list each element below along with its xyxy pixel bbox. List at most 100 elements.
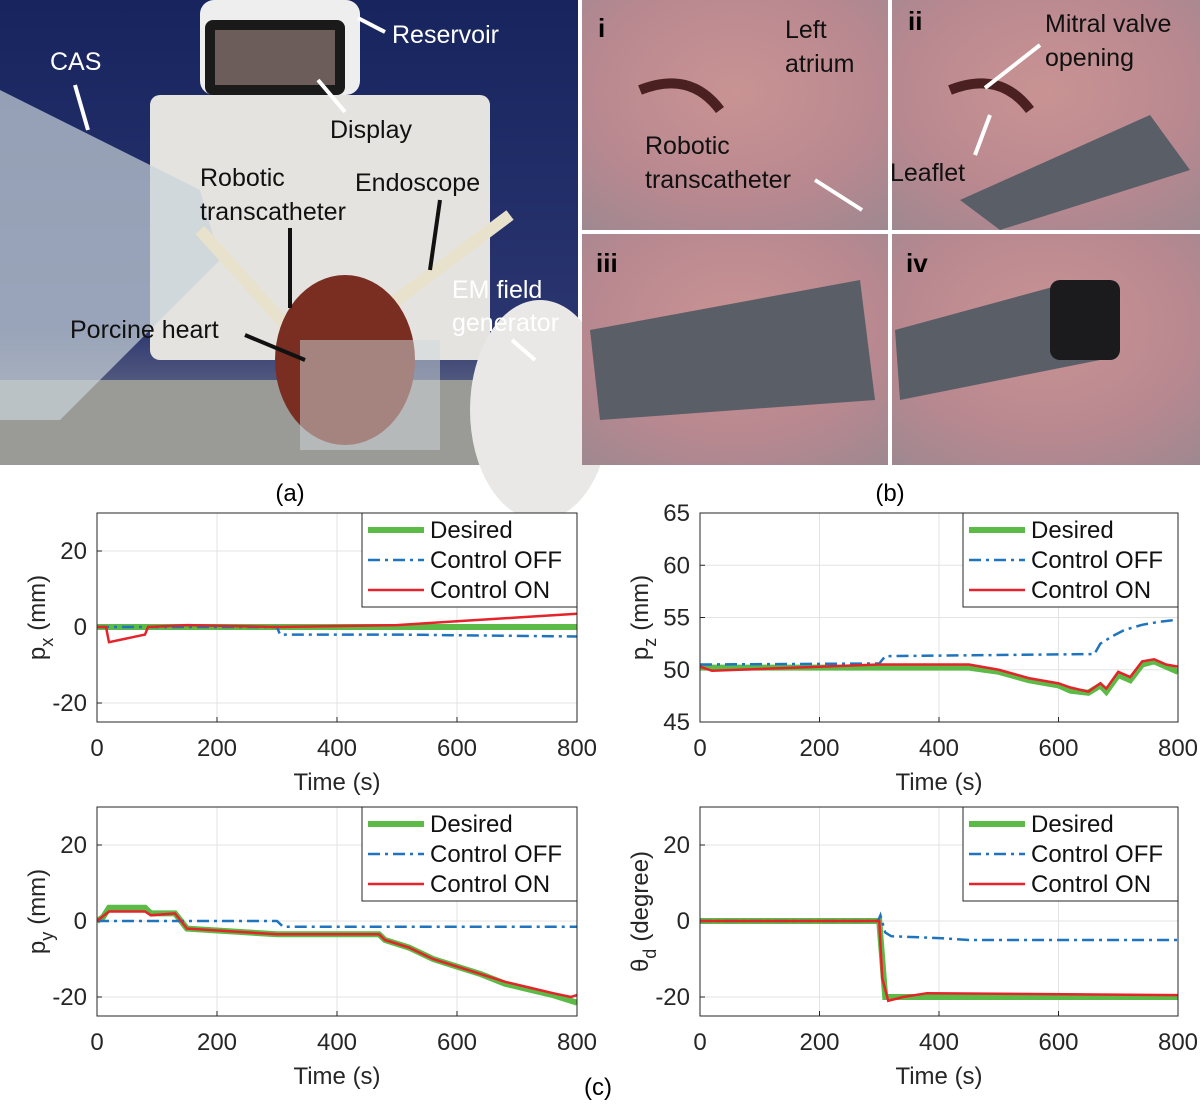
series-line	[97, 919, 577, 928]
legend-label: Control ON	[430, 871, 550, 898]
y-label-symbol: p	[24, 647, 51, 660]
label: opening	[1045, 44, 1134, 72]
y-tick-label: 55	[663, 605, 690, 632]
axes-frame	[699, 512, 1179, 723]
label: generator	[452, 309, 559, 337]
label: EM field	[452, 276, 542, 304]
legend-label: Desired	[1031, 811, 1114, 838]
y-tick-label: 50	[663, 657, 690, 684]
series-line	[700, 919, 1178, 1003]
x-tick-label: 800	[1158, 1029, 1198, 1056]
label: Leaflet	[890, 159, 965, 187]
photo-b	[582, 0, 1200, 465]
legend-label: Control OFF	[430, 547, 562, 574]
y-axis-label: py (mm)	[24, 869, 57, 954]
x-tick-label: 0	[90, 1029, 103, 1056]
x-tick-label: 400	[919, 1029, 959, 1056]
y-axis-label: px (mm)	[24, 575, 57, 660]
y-label-subscript: x	[37, 638, 57, 647]
series-line	[700, 618, 1178, 666]
legend-label: Desired	[1031, 517, 1114, 544]
x-axis-label: Time (s)	[293, 1063, 380, 1090]
label: atrium	[785, 50, 854, 78]
y-tick-label: -20	[52, 984, 87, 1011]
x-tick-label: 0	[90, 735, 103, 762]
x-tick-label: 600	[1038, 735, 1078, 762]
label: CAS	[50, 48, 101, 76]
x-tick-label: 0	[693, 1029, 706, 1056]
label: Robotic	[645, 132, 730, 160]
subpanel-label: iv	[906, 248, 928, 278]
x-axis-label: Time (s)	[293, 769, 380, 796]
x-tick-label: 400	[919, 735, 959, 762]
label: Porcine heart	[70, 316, 219, 344]
y-label-unit: (mm)	[24, 869, 51, 925]
y-tick-label: 0	[74, 908, 87, 935]
x-tick-label: 200	[799, 735, 839, 762]
y-tick-label: -20	[655, 984, 690, 1011]
legend-label: Control ON	[1031, 871, 1151, 898]
y-tick-label: 20	[60, 832, 87, 859]
subpanel-label: i	[598, 13, 605, 43]
legend-label: Control ON	[1031, 577, 1151, 604]
y-label-unit: (degree)	[627, 851, 654, 942]
y-tick-label: 60	[663, 552, 690, 579]
axes-frame	[96, 806, 578, 1017]
label: transcatheter	[645, 166, 791, 194]
subpanel-label: iii	[596, 248, 618, 278]
label: Mitral valve	[1045, 10, 1171, 38]
legend-label: Control OFF	[1031, 547, 1163, 574]
legend-label: Control ON	[430, 577, 550, 604]
x-tick-label: 200	[799, 1029, 839, 1056]
y-tick-label: 20	[663, 832, 690, 859]
label: Robotic	[200, 164, 285, 192]
x-tick-label: 600	[1038, 1029, 1078, 1056]
series-line	[97, 625, 577, 638]
label: Endoscope	[355, 169, 480, 197]
legend-label: Desired	[430, 517, 513, 544]
axes-frame	[699, 806, 1179, 1017]
subpanel-label: ii	[908, 6, 922, 36]
y-tick-label: 0	[677, 908, 690, 935]
legend-label: Desired	[430, 811, 513, 838]
x-tick-label: 800	[1158, 735, 1198, 762]
y-label-symbol: p	[24, 941, 51, 954]
x-axis-label: Time (s)	[895, 1063, 982, 1090]
y-tick-label: 65	[663, 500, 690, 527]
y-label-subscript: y	[37, 932, 57, 941]
annotations-b: i ii iii iv Left atrium Robotic transcat…	[596, 6, 1171, 278]
x-tick-label: 800	[557, 735, 597, 762]
x-tick-label: 0	[693, 735, 706, 762]
y-label-unit: (mm)	[24, 575, 51, 631]
x-tick-label: 800	[557, 1029, 597, 1056]
x-tick-label: 400	[317, 1029, 357, 1056]
caption: (a)	[275, 480, 304, 507]
y-tick-label: -20	[52, 690, 87, 717]
y-axis-label: pz (mm)	[627, 575, 660, 660]
legend-label: Control OFF	[430, 841, 562, 868]
series-line	[97, 910, 577, 999]
y-tick-label: 20	[60, 538, 87, 565]
x-tick-label: 600	[437, 735, 477, 762]
axes-frame	[96, 512, 578, 723]
x-tick-label: 600	[437, 1029, 477, 1056]
photo-a	[0, 0, 610, 520]
label: Display	[330, 116, 412, 144]
y-tick-label: 45	[663, 709, 690, 736]
y-label-symbol: θ	[627, 959, 654, 972]
label: Reservoir	[392, 21, 499, 49]
y-axis-label: θd (degree)	[627, 851, 660, 972]
x-tick-label: 200	[197, 1029, 237, 1056]
caption: (c)	[584, 1074, 612, 1101]
legend-label: Control OFF	[1031, 841, 1163, 868]
x-tick-label: 200	[197, 735, 237, 762]
series-line	[700, 658, 1178, 694]
y-label-symbol: p	[627, 647, 654, 660]
y-label-subscript: z	[640, 638, 660, 647]
x-axis-label: Time (s)	[895, 769, 982, 796]
series-line	[700, 658, 1178, 697]
